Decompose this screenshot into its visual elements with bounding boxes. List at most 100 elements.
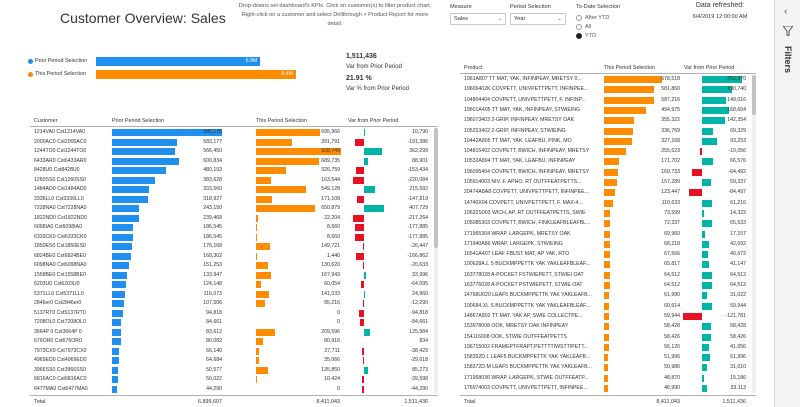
- product-row[interactable]: 104815402 COVPETT, BWICH, INFINPEAY, MRE…: [460, 147, 750, 156]
- customer-row[interactable]: 7228NA0 Cst7228NA0 243,150 650,879 407,729: [30, 204, 432, 213]
- product-row[interactable]: 104804404 COVPETT, UNIVPETTPETT, F. INFI…: [460, 96, 750, 105]
- var-value: -84,661: [410, 319, 428, 325]
- col-product-var-header[interactable]: Var from Prior Period: [684, 65, 735, 71]
- customer-row[interactable]: 676OR0 Cst676OR0 80,082 80,916 834: [30, 337, 432, 346]
- product-row[interactable]: 16541A407 LEAF FBUST MAT, AP YAK, RTO 67,…: [460, 250, 750, 259]
- product-row[interactable]: 196073403 2-GRIP, INFINPEAY, MRETSY OAK 3…: [460, 116, 750, 125]
- todate-option[interactable]: After YTD: [576, 13, 620, 22]
- customer-row[interactable]: 3664P 0 Cst3664P 0 83,612 209,596 125,984: [30, 328, 432, 337]
- product-row[interactable]: 10442A805 TT MAT, YAK, LEAFBU, PINK, MO 3…: [460, 137, 750, 146]
- customer-row[interactable]: 4969ED0 Cst4969ED0 64,684 35,066 -29,618: [30, 356, 432, 365]
- customer-row[interactable]: 1214VA0 Cst1214VA0 985,170 695,966 10,790: [30, 128, 432, 137]
- customer-row[interactable]: 1822ND0 Cst1822ND0 239,468 22,204 -217,264: [30, 214, 432, 223]
- product-row[interactable]: 10532A804 TT MAT, YAK, LEAFBU, INFINPEAY…: [460, 157, 750, 166]
- col-var-header[interactable]: Var from Prior Period: [348, 118, 399, 124]
- col-customer-header[interactable]: Customer: [34, 118, 58, 124]
- product-this-bar: [604, 76, 662, 83]
- product-row[interactable]: 14768U020 LEAF5 BUCKMPPETTK YAK YAKLEAFB…: [460, 291, 750, 300]
- customer-row[interactable]: 3966SS0 Cst3966SS0 50,577 135,850 85,273: [30, 366, 432, 375]
- product-row[interactable]: 100628A.L S BUCKMPPETTK YAK YAKLEAFBLEAF…: [460, 260, 750, 269]
- customer-row[interactable]: 2846er0 Cst2846er0 107,506 95,216 -12,290: [30, 299, 432, 308]
- todate-option[interactable]: All: [576, 22, 620, 31]
- product-row[interactable]: 19606402K COVPETT, UNIVPETTPETT, INFINPE…: [460, 85, 750, 94]
- product-row[interactable]: 163776028 A-POCKET PSTWIEPETT, STWIE OAT…: [460, 281, 750, 290]
- product-row[interactable]: 14867A802 TT MAT, YAK AP, SWIE COLLECTPE…: [460, 312, 750, 321]
- period-dropdown[interactable]: Year ⌄: [510, 13, 566, 25]
- col-product-header[interactable]: Product: [464, 65, 483, 71]
- product-row[interactable]: 158392D.L LEAF5 BUCKMPPETTK YAK YAKLEAFB…: [460, 353, 750, 362]
- customer-row[interactable]: 6477MA0 Cst6477MA0 44,290 0 -44,290: [30, 385, 432, 394]
- var-bar: [355, 233, 364, 241]
- var-bar: [364, 290, 366, 298]
- product-row[interactable]: 163778028 A-POCKET FSTWIEPETT, STWIEI OA…: [460, 271, 750, 280]
- product-row[interactable]: 105085303 COVPETT, BWICH, FINKLEAFBLEAFB…: [460, 219, 750, 228]
- product-row[interactable]: 105914003 NIV. F. APHO. RT OUTFFEATPETTS…: [460, 178, 750, 187]
- this-value: 135,850: [321, 366, 340, 373]
- todate-option[interactable]: YTD: [576, 31, 620, 40]
- product-name: 20474A8A8 COVPETT, UNIVPETTPETT, INFINPE…: [464, 189, 589, 196]
- customer-row[interactable]: 6333CK0 Cst6333CK0 186,545 8,660 -177,885: [30, 233, 432, 242]
- customer-row[interactable]: 8428U0 Cst8428U0 480,193 326,759 -153,434: [30, 166, 432, 175]
- customer-row[interactable]: 6433AR0 Cst6433AR0 600,834 689,735 88,901: [30, 157, 432, 166]
- customer-row[interactable]: 2000AC0 Cst2000AC0 583,177 391,791 -191,386: [30, 138, 432, 147]
- product-row[interactable]: 176974003 COVPETT, UNIVPETTPETT, INFINPE…: [460, 384, 750, 393]
- customer-row[interactable]: 7973CX0 Cst7973CX0 66,140 27,711 -38,429: [30, 347, 432, 356]
- product-this-bar: [604, 117, 635, 125]
- prior-bar: [112, 157, 180, 165]
- customer-row[interactable]: 6203U0 Cst6203U0 124,148 60,054 -64,095: [30, 280, 432, 289]
- filters-pane[interactable]: ‹ Filters: [774, 0, 800, 407]
- radio-icon[interactable]: [576, 23, 582, 30]
- customer-row[interactable]: 1484AD0 Cst1484AD0 333,560 549,128 215,592: [30, 185, 432, 194]
- radio-icon[interactable]: [576, 14, 582, 21]
- product-scrollbar[interactable]: [752, 75, 756, 393]
- kpi-this-bar[interactable]: 8.4M: [96, 70, 296, 79]
- prior-bar: [112, 385, 117, 393]
- product-name: 176974003 COVPETT, UNIVPETTPETT, INFINPE…: [464, 385, 588, 391]
- product-row[interactable]: 20474A8A8 COVPETT, UNIVPETTPETT, INFINPE…: [460, 188, 750, 197]
- customer-row[interactable]: 7208OL0 Cst7208OL0 84,661 0 -84,661: [30, 318, 432, 327]
- customer-scrollbar[interactable]: [434, 128, 438, 394]
- customer-row[interactable]: 3336LL0 Cst3336LL0 318,927 171,108 -147,819: [30, 195, 432, 204]
- customer-row[interactable]: 6816AC0 Cst6816AC0 50,022 10,424 -39,598: [30, 375, 432, 384]
- prior-bar: [112, 148, 176, 155]
- customer-row[interactable]: 1850ES0 Cst1850ES0 176,168 149,721 -26,447: [30, 242, 432, 251]
- product-row[interactable]: 171968036 WRAP, LARGEPK, STWIE OUTFFEATP…: [460, 374, 750, 383]
- product-this-value: 171,702: [661, 158, 680, 165]
- customer-scroll-thumb[interactable]: [434, 128, 438, 248]
- measure-dropdown[interactable]: Sales ⌄: [450, 13, 506, 25]
- product-row[interactable]: 105253402 2-GRIP, INFINPEAY, STWIEING 336…: [460, 127, 750, 136]
- product-row[interactable]: 154116008 OOK, STWIE OUTFFEATPETTS 58,426…: [460, 333, 750, 342]
- product-row[interactable]: 100684.XL S BUCKMPPETTK YAK YAKLEAFBLEAF…: [460, 302, 750, 311]
- product-row[interactable]: 153978008 OOK, MRETSY OAK INFINPEAY 58,42…: [460, 322, 750, 331]
- customer-row[interactable]: 6098IA0 Cst6098IA0 186,545 8,660 -177,885: [30, 223, 432, 232]
- prior-bar: [112, 376, 118, 383]
- col-this-header[interactable]: This Period Selection: [256, 118, 307, 124]
- product-row[interactable]: 196715002 FRAMEPTFRAPT,PETTTTIWSTTIPETT.…: [460, 343, 750, 352]
- customer-row[interactable]: 1260SS0 Cst1260SS0 383,628 163,544 -220,084: [30, 176, 432, 185]
- legend-this-label: This Period Selection: [35, 71, 86, 77]
- product-scroll-thumb[interactable]: [752, 75, 756, 115]
- this-value: 60,054: [324, 281, 340, 287]
- product-row[interactable]: 10632S003 WICH, AP. RT OUTFFEATPETTS, SW…: [460, 209, 750, 218]
- customer-row[interactable]: 5371LL0 Cst5371LL0 116,073 141,033 24,960: [30, 290, 432, 299]
- product-row[interactable]: 1961A807 TT MAT, YAK, INFINPEAY, MRETSY …: [460, 75, 750, 84]
- customer-row[interactable]: 1558BE0 Cst1558BE0 133,947 167,943 33,996: [30, 271, 432, 280]
- customer-row[interactable]: 5137RT0 Cst5137RT0 94,818 0 -94,818: [30, 309, 432, 318]
- product-row[interactable]: 158372D.M LEAF5 BUCKMPPETTK YAK YAKLEAFB…: [460, 363, 750, 372]
- legend-this[interactable]: This Period Selection: [28, 71, 86, 77]
- chevron-left-icon[interactable]: ‹: [784, 6, 788, 17]
- product-var-bar: [702, 117, 725, 125]
- col-product-this-header[interactable]: This Period Selection: [604, 65, 655, 71]
- product-row[interactable]: 196095404 COVPETT, BWICH, INFINPEAY, MRE…: [460, 168, 750, 177]
- customer-row[interactable]: 1244TO0 Cst1244TO0 566,450 928,749 362,299: [30, 147, 432, 156]
- product-row[interactable]: 14740X04 COVPETT, UNIVPETTPETT, F. MAX-4…: [460, 199, 750, 208]
- radio-icon[interactable]: [576, 32, 582, 39]
- customer-row[interactable]: 6098NA0 Cst6098NA0 151,253 130,620 -20,633: [30, 261, 432, 270]
- col-prior-header[interactable]: Prior Period Selection: [112, 118, 165, 124]
- legend-prior[interactable]: Prior Period Selection: [28, 58, 87, 64]
- product-row[interactable]: 171940A86 WRAP, LARGEPK, STWIEING 68,218 4…: [460, 240, 750, 249]
- product-row[interactable]: 171965304 WRAP, LARGEPK, MRETSY OAK 69,96…: [460, 230, 750, 239]
- kpi-prior-bar[interactable]: 6.9M: [96, 57, 261, 66]
- product-row[interactable]: 19601A405 TT MAT, YAK, INFINPEAY, STWIEI…: [460, 106, 750, 115]
- customer-row[interactable]: 6824BE0 Cst6824BE0 168,302 1,440 -166,862: [30, 252, 432, 261]
